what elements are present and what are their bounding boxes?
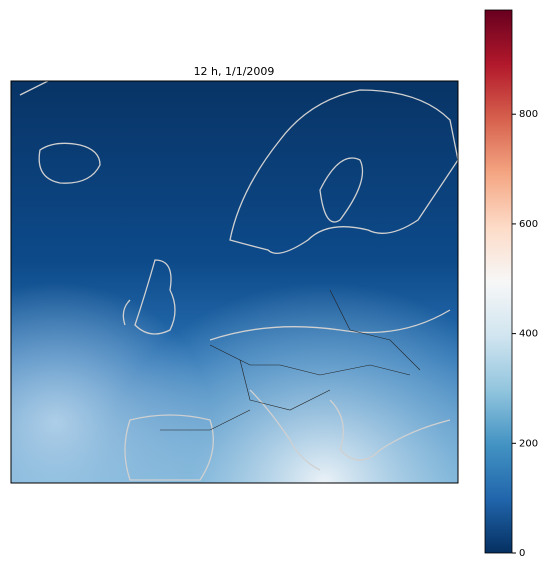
colorbar-tick-label: 200 [519,438,538,449]
colorbar-tick-label: 600 [519,219,538,230]
map-frame [10,80,459,484]
colorbar-tick-label: 400 [519,329,538,340]
colorbar-fill [484,9,513,554]
map-field [11,81,458,483]
colorbar-tick-label: 0 [519,548,525,559]
colorbar-tick-label: 800 [519,109,538,120]
map-title: 12 h, 1/1/2009 [194,65,275,78]
colorbar: 0 200 400 600 800 [484,9,538,559]
